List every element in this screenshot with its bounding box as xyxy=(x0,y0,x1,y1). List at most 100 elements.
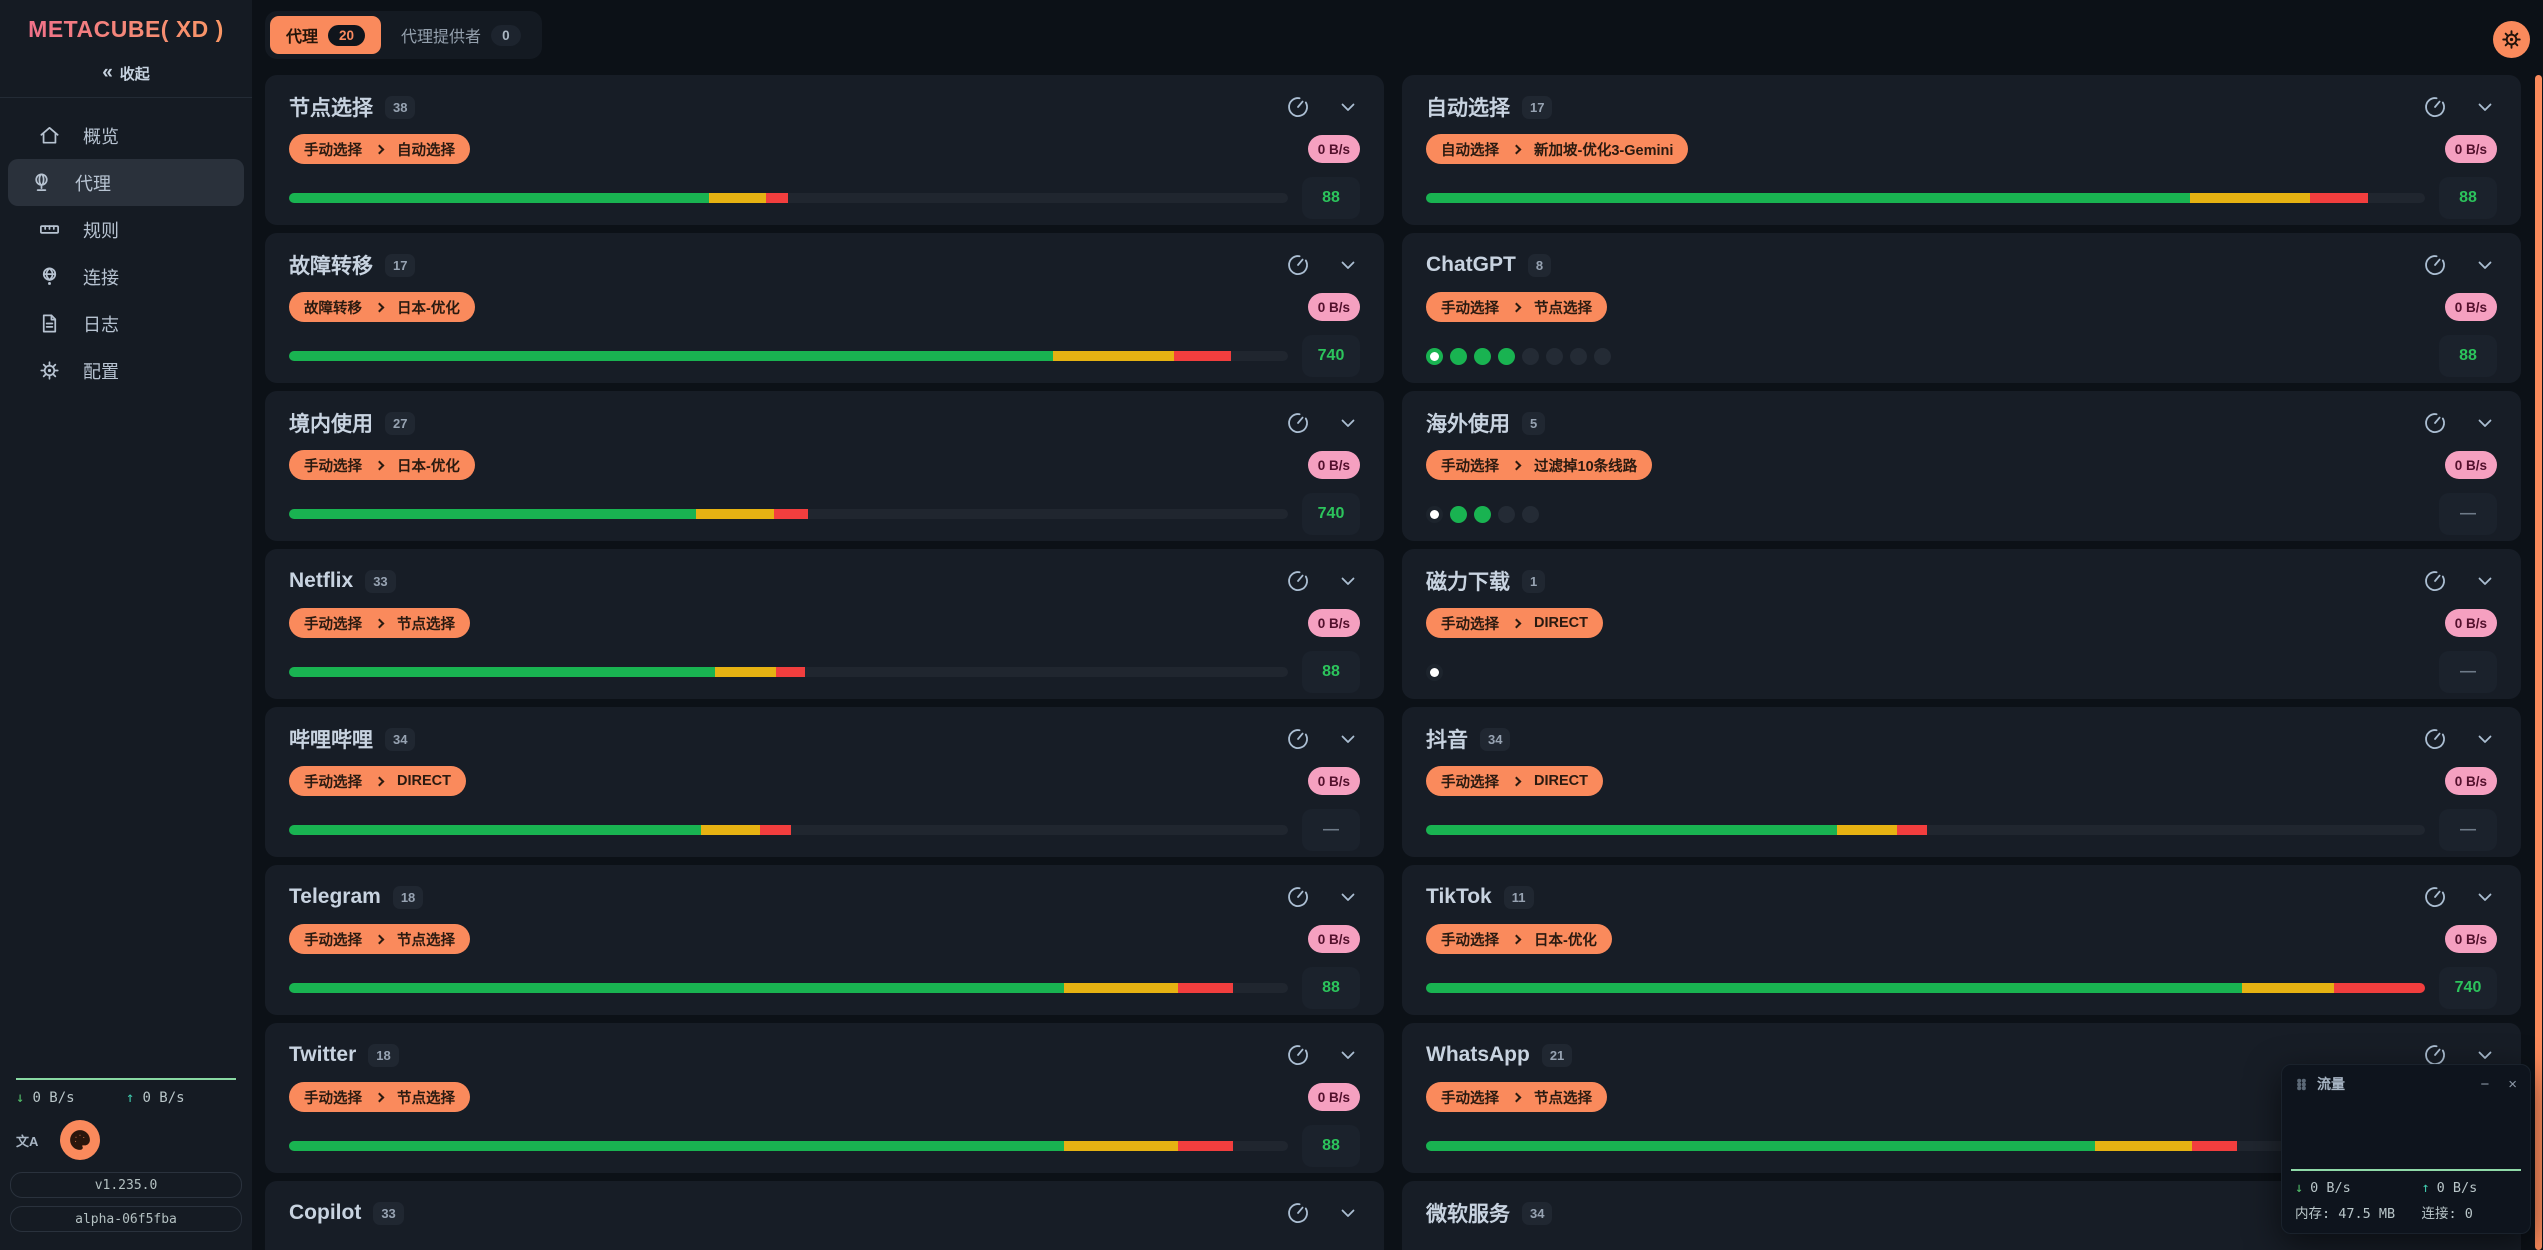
drag-handle-icon[interactable] xyxy=(2295,1078,2308,1091)
chevron-down-icon[interactable] xyxy=(2473,95,2497,119)
speedometer-icon[interactable] xyxy=(2423,253,2447,277)
proxy-group-card[interactable]: 故障转移 17 故障转移 日本-优化 0 B/s 740 xyxy=(265,233,1384,383)
card-selector-row: 手动选择 日本-优化 0 B/s xyxy=(289,450,1360,480)
selected-node-pill[interactable]: 手动选择 DIRECT xyxy=(289,766,466,796)
proxy-group-card[interactable]: ChatGPT 8 手动选择 节点选择 0 B/s 88 xyxy=(1402,233,2521,383)
selected-node-pill[interactable]: 手动选择 节点选择 xyxy=(1426,292,1607,322)
sidebar-collapse-button[interactable]: « 收起 xyxy=(0,51,252,95)
selected-node-pill[interactable]: 手动选择 节点选择 xyxy=(289,1082,470,1112)
chevron-down-icon[interactable] xyxy=(1336,95,1360,119)
speedometer-icon[interactable] xyxy=(2423,727,2447,751)
chevron-down-icon[interactable] xyxy=(1336,885,1360,909)
bar-segment-green xyxy=(289,351,1054,361)
bar-segment-yellow xyxy=(1064,983,1179,993)
speedometer-icon[interactable] xyxy=(2423,1043,2447,1067)
sidebar-item-overview[interactable]: 概览 xyxy=(8,112,244,159)
sidebar-item-config[interactable]: 配置 xyxy=(8,347,244,394)
bar-segment-red xyxy=(774,509,809,519)
proxy-group-card[interactable]: Telegram 18 手动选择 节点选择 0 B/s 88 xyxy=(265,865,1384,1015)
speedometer-icon[interactable] xyxy=(1286,253,1310,277)
bar-segment-red xyxy=(765,193,789,203)
proxy-group-card[interactable]: Netflix 33 手动选择 节点选择 0 B/s 88 xyxy=(265,549,1384,699)
traffic-upload: ↑ 0 B/s xyxy=(2421,1180,2478,1196)
traffic-panel-title: 流量 xyxy=(2317,1076,2345,1092)
chevron-down-icon[interactable] xyxy=(1336,569,1360,593)
selected-node-pill[interactable]: 手动选择 节点选择 xyxy=(289,924,470,954)
selected-node-pill[interactable]: 手动选择 日本-优化 xyxy=(1426,924,1612,954)
speedometer-icon[interactable] xyxy=(1286,95,1310,119)
speedometer-icon[interactable] xyxy=(1286,1043,1310,1067)
speedometer-icon[interactable] xyxy=(1286,411,1310,435)
sidebar-item-logs[interactable]: 日志 xyxy=(8,300,244,347)
proxy-group-card[interactable]: TikTok 11 手动选择 日本-优化 0 B/s 740 xyxy=(1402,865,2521,1015)
proxy-group-card[interactable]: 境内使用 27 手动选择 日本-优化 0 B/s 740 xyxy=(265,391,1384,541)
chevron-down-icon[interactable] xyxy=(2473,411,2497,435)
speed-badge: 0 B/s xyxy=(2444,451,2497,479)
chevron-down-icon[interactable] xyxy=(2473,253,2497,277)
tab-label: 代理 xyxy=(286,29,319,46)
speedometer-icon[interactable] xyxy=(2423,569,2447,593)
chevron-down-icon[interactable] xyxy=(1336,253,1360,277)
language-icon[interactable]: 文A xyxy=(16,1133,39,1149)
tab-proxy-providers[interactable]: 代理提供者 0 xyxy=(385,16,537,54)
bar-segment-yellow xyxy=(695,509,775,519)
selected-node-pill[interactable]: 故障转移 日本-优化 xyxy=(289,292,475,322)
tab-proxies[interactable]: 代理 20 xyxy=(270,16,382,54)
proxy-group-card[interactable]: Copilot 33 xyxy=(265,1181,1384,1250)
traffic-panel: 流量 − × ↓ 0 B/s ↑ 0 B/s 内存: 47.5 MB 连接: 0 xyxy=(2281,1064,2531,1234)
selected-node-pill[interactable]: 手动选择 自动选择 xyxy=(289,134,470,164)
selector-source: 手动选择 xyxy=(304,774,362,791)
minimize-button[interactable]: − xyxy=(2480,1075,2490,1093)
speedometer-icon[interactable] xyxy=(2423,885,2447,909)
selected-node-pill[interactable]: 手动选择 DIRECT xyxy=(1426,608,1603,638)
speed-badge: 0 B/s xyxy=(1307,293,1360,321)
card-actions xyxy=(1286,95,1360,119)
selected-node-pill[interactable]: 手动选择 节点选择 xyxy=(1426,1082,1607,1112)
sidebar-item-connections[interactable]: 连接 xyxy=(8,253,244,300)
node-dot-current-idle xyxy=(1426,505,1443,523)
chevron-down-icon[interactable] xyxy=(2473,727,2497,751)
proxy-group-card[interactable]: 海外使用 5 手动选择 过滤掉10条线路 0 B/s — xyxy=(1402,391,2521,541)
bar-segment-yellow xyxy=(2095,1141,2193,1151)
selected-node-pill[interactable]: 手动选择 DIRECT xyxy=(1426,766,1603,796)
proxy-group-card[interactable]: Twitter 18 手动选择 节点选择 0 B/s 88 xyxy=(265,1023,1384,1173)
proxy-group-card[interactable]: 自动选择 17 自动选择 新加坡-优化3-Gemini 0 B/s 88 xyxy=(1402,75,2521,225)
bar-segment-yellow xyxy=(1053,351,1175,361)
settings-button[interactable] xyxy=(2493,21,2530,58)
selected-node-pill[interactable]: 手动选择 节点选择 xyxy=(289,608,470,638)
chevron-down-icon[interactable] xyxy=(1336,727,1360,751)
chevron-down-icon[interactable] xyxy=(1336,1043,1360,1067)
selected-node-pill[interactable]: 手动选择 日本-优化 xyxy=(289,450,475,480)
chevron-down-icon[interactable] xyxy=(2473,1043,2497,1067)
chevron-down-icon[interactable] xyxy=(2473,885,2497,909)
sidebar-item-rules[interactable]: 规则 xyxy=(8,206,244,253)
scrollbar-thumb[interactable] xyxy=(2535,75,2542,1250)
theme-palette-button[interactable] xyxy=(60,1120,101,1160)
proxy-group-card[interactable]: 磁力下载 1 手动选择 DIRECT 0 B/s — xyxy=(1402,549,2521,699)
bar-segment-green xyxy=(289,193,709,203)
speedometer-icon[interactable] xyxy=(1286,569,1310,593)
speedometer-icon[interactable] xyxy=(2423,411,2447,435)
chevron-down-icon[interactable] xyxy=(1336,1201,1360,1225)
close-button[interactable]: × xyxy=(2508,1075,2517,1093)
proxy-group-card[interactable]: 抖音 34 手动选择 DIRECT 0 B/s — xyxy=(1402,707,2521,857)
group-node-count: 8 xyxy=(1527,253,1552,277)
speedometer-icon[interactable] xyxy=(2423,95,2447,119)
speedometer-icon[interactable] xyxy=(1286,1201,1310,1225)
selected-node-pill[interactable]: 自动选择 新加坡-优化3-Gemini xyxy=(1426,134,1689,164)
proxy-group-card[interactable]: 节点选择 38 手动选择 自动选择 0 B/s 88 xyxy=(265,75,1384,225)
speedometer-icon[interactable] xyxy=(1286,885,1310,909)
gear-icon xyxy=(38,359,61,382)
card-header: 自动选择 17 xyxy=(1426,90,2497,124)
group-name: WhatsApp xyxy=(1426,1043,1530,1066)
proxy-group-card[interactable]: 哔哩哔哩 34 手动选择 DIRECT 0 B/s — xyxy=(265,707,1384,857)
bar-segment-yellow xyxy=(2242,983,2335,993)
speedometer-icon[interactable] xyxy=(1286,727,1310,751)
sidebar-item-proxies[interactable]: 代理 xyxy=(8,159,244,206)
bar-segment-green xyxy=(289,667,715,677)
selected-node-pill[interactable]: 手动选择 过滤掉10条线路 xyxy=(1426,450,1653,480)
chevron-down-icon[interactable] xyxy=(2473,569,2497,593)
version-badge: v1.235.0 xyxy=(10,1172,242,1198)
memory-stat: 内存: 47.5 MB xyxy=(2295,1206,2396,1222)
chevron-down-icon[interactable] xyxy=(1336,411,1360,435)
